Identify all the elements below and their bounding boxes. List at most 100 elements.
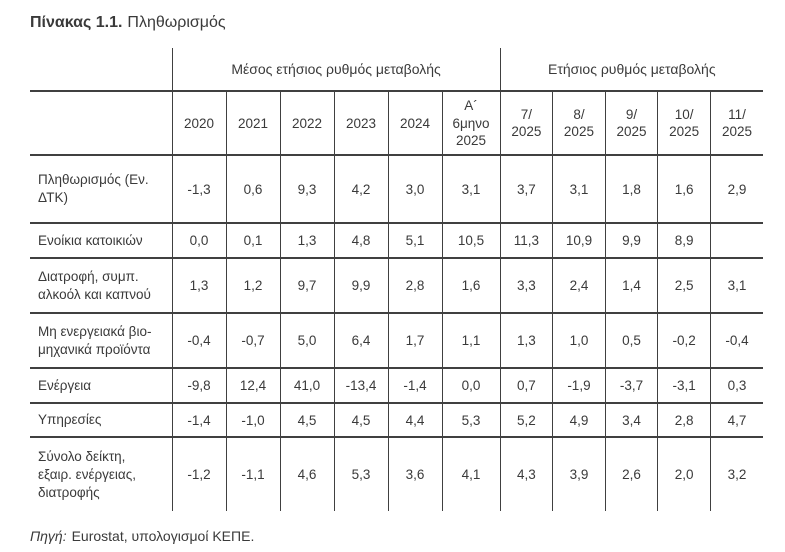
data-cell: 0,3 [709,368,764,405]
data-cell: 4,8 [333,223,388,260]
data-cell: 3,6 [387,437,442,512]
column-header-2023: 2023 [333,91,388,157]
data-cell: 2,9 [709,155,764,225]
data-cell: 2,8 [657,403,711,439]
source-text: Eurostat, υπολογισμοί ΚΕΠΕ. [71,528,255,545]
data-cell: 2,5 [657,258,711,315]
data-cell: 0,0 [441,368,501,405]
data-cell: 0,0 [171,223,226,260]
row-label: Μη ενεργειακά βιο- μηχανικά προϊόντα [30,313,172,370]
data-cell: -1,0 [225,403,280,439]
row-label: Πληθωρισμός (Εν. ΔΤΚ) [30,155,172,225]
data-cell: 1,0 [552,313,606,370]
data-cell: 4,9 [552,403,606,439]
data-cell: 9,9 [604,223,658,260]
table-title: Πίνακας 1.1. Πληθωρισμός [30,13,761,32]
data-cell: 4,7 [709,403,764,439]
data-cell: 6,4 [333,313,388,370]
row-label: Διατροφή, συμπ. αλκοόλ και καπνού [30,258,172,315]
data-cell: 41,0 [279,368,334,405]
data-cell: 5,3 [333,437,388,512]
group-header-row: Μέσος ετήσιος ρυθμός μεταβολής Ετήσιος ρ… [30,48,764,93]
column-header-2024: 2024 [387,91,442,157]
column-header-9-2025: 9/ 2025 [604,91,658,157]
data-cell: 12,4 [225,368,280,405]
data-cell: 4,2 [333,155,388,225]
column-header-h1-2025: Α´ 6μηνο 2025 [441,91,501,157]
data-cell: 0,7 [499,368,553,405]
table-row: Πληθωρισμός (Εν. ΔΤΚ) -1,3 0,6 9,3 4,2 3… [30,155,764,225]
data-cell: 1,6 [657,155,711,225]
data-cell: -1,9 [552,368,606,405]
data-cell: 4,5 [279,403,334,439]
column-header-10-2025: 10/ 2025 [657,91,711,157]
data-cell: 1,3 [279,223,334,260]
data-cell: 10,5 [441,223,501,260]
data-cell: 2,8 [387,258,442,315]
data-cell: -0,4 [171,313,226,370]
data-cell: 3,0 [387,155,442,225]
data-cell: 0,5 [604,313,658,370]
data-cell: 1,8 [604,155,658,225]
data-cell: 3,1 [441,155,501,225]
row-label: Ενέργεια [30,368,172,405]
table-title-number: Πίνακας 1.1. [30,14,123,31]
corner-cell [30,48,172,93]
data-cell: 3,1 [552,155,606,225]
group-header-average-annual: Μέσος ετήσιος ρυθμός μεταβολής [171,48,501,93]
data-cell: 5,0 [279,313,334,370]
column-header-2022: 2022 [279,91,334,157]
data-cell: -1,4 [387,368,442,405]
row-label: Υπηρεσίες [30,403,172,439]
data-cell: -1,2 [171,437,226,512]
data-cell: 3,1 [709,258,764,315]
table-row: Υπηρεσίες -1,4 -1,0 4,5 4,5 4,4 5,3 5,2 … [30,403,764,439]
row-label: Σύνολο δείκτη, εξαιρ. ενέργειας, διατροφ… [38,448,136,500]
data-cell: -3,7 [604,368,658,405]
data-cell: -9,8 [171,368,226,405]
inflation-table: Μέσος ετήσιος ρυθμός μεταβολής Ετήσιος ρ… [30,48,764,512]
data-cell: -1,4 [171,403,226,439]
table-row: Μη ενεργειακά βιο- μηχανικά προϊόντα -0,… [30,313,764,370]
data-cell: 3,4 [604,403,658,439]
data-cell: 1,3 [171,258,226,315]
column-header-7-2025: 7/ 2025 [499,91,553,157]
data-cell: 1,4 [604,258,658,315]
table-row: Διατροφή, συμπ. αλκοόλ και καπνού 1,3 1,… [30,258,764,315]
data-cell: 4,6 [279,437,334,512]
data-cell: 10,9 [552,223,606,260]
data-cell: -1,3 [171,155,226,225]
data-cell: -0,4 [709,313,764,370]
column-header-2021: 2021 [225,91,280,157]
column-header-2020: 2020 [171,91,226,157]
data-cell: 4,5 [333,403,388,439]
data-cell: 3,2 [709,437,764,512]
data-cell: 1,3 [499,313,553,370]
data-cell: 8,9 [657,223,711,260]
table-row: Ενέργεια -9,8 12,4 41,0 -13,4 -1,4 0,0 0… [30,368,764,405]
table-row: Ενοίκια κατοικιών 0,0 0,1 1,3 4,8 5,1 10… [30,223,764,260]
column-header-11-2025: 11/ 2025 [709,91,764,157]
data-cell: -0,2 [657,313,711,370]
table-title-subject: Πληθωρισμός [127,14,226,31]
data-cell: 9,7 [279,258,334,315]
data-cell: 4,1 [441,437,501,512]
group-header-annual: Ετήσιος ρυθμός μεταβολής [499,48,764,93]
data-cell: 9,9 [333,258,388,315]
data-cell: -13,4 [333,368,388,405]
data-cell: 0,6 [225,155,280,225]
row-label: Ενοίκια κατοικιών [30,223,172,260]
table-row: Σύνολο δείκτη, εξαιρ. ενέργειας, διατροφ… [30,437,764,512]
data-cell: 4,3 [499,437,553,512]
data-cell: -3,1 [657,368,711,405]
data-cell: -0,7 [225,313,280,370]
data-cell: 2,6 [604,437,658,512]
data-cell: 1,1 [441,313,501,370]
data-cell: 0,1 [225,223,280,260]
source-note: Πηγή: Eurostat, υπολογισμοί ΚΕΠΕ. [30,528,761,544]
corner-cell [30,91,172,157]
data-cell: 1,6 [441,258,501,315]
data-cell: 9,3 [279,155,334,225]
data-cell: 4,4 [387,403,442,439]
